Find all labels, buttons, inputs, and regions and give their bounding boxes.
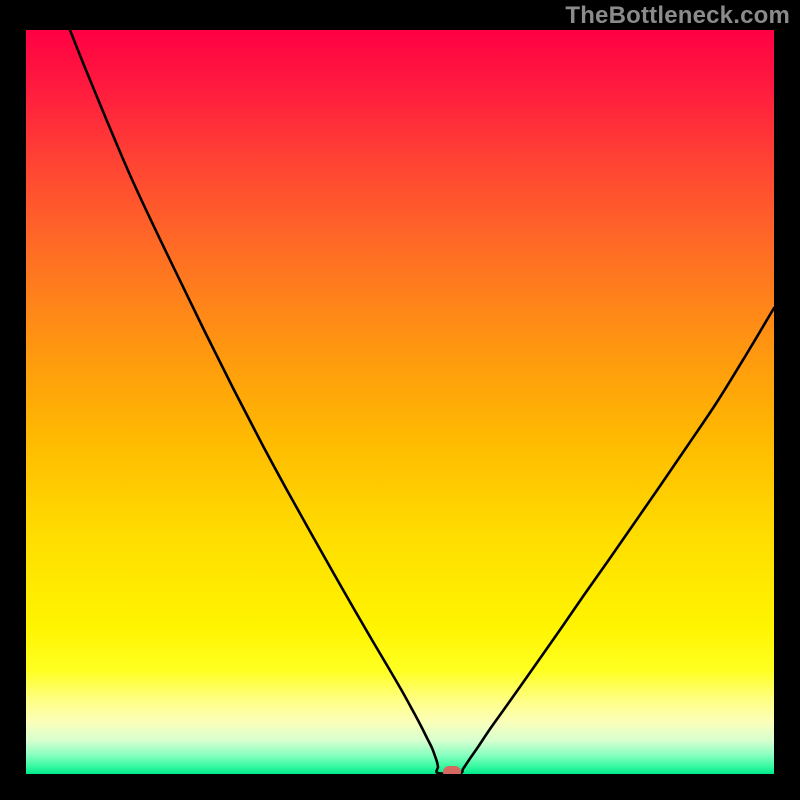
plot-area	[26, 30, 774, 774]
bottleneck-curve-chart	[26, 30, 774, 774]
minimum-marker	[443, 766, 461, 774]
gradient-background	[26, 30, 774, 774]
watermark-text: TheBottleneck.com	[565, 2, 790, 30]
chart-frame: TheBottleneck.com	[0, 0, 800, 800]
